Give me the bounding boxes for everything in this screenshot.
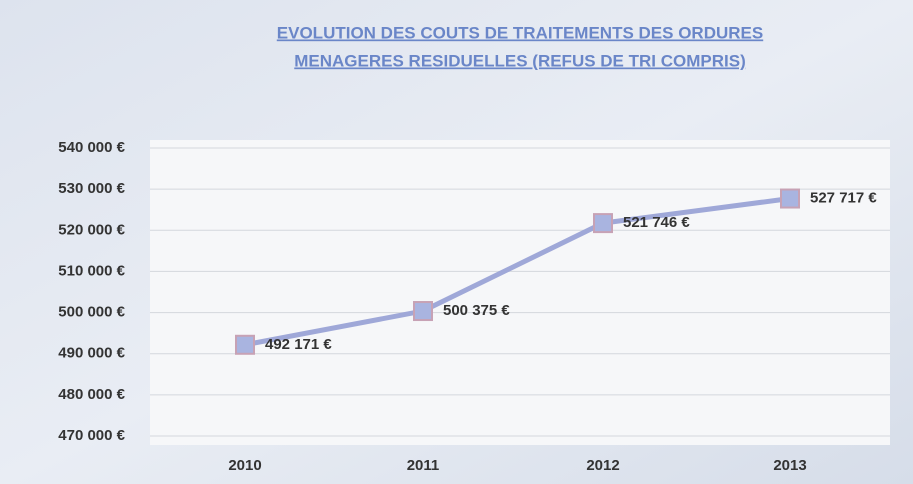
data-label: 521 746 € <box>623 214 690 231</box>
marker <box>593 213 613 234</box>
y-tick-label: 530 000 € <box>58 180 125 197</box>
marker <box>235 334 255 355</box>
x-tick-label: 2011 <box>407 457 440 474</box>
marker <box>413 301 433 322</box>
y-tick-label: 500 000 € <box>58 304 125 321</box>
y-tick-label: 540 000 € <box>58 139 125 156</box>
x-tick-label: 2012 <box>586 457 619 474</box>
data-label: 527 717 € <box>810 190 877 207</box>
x-tick-label: 2010 <box>228 457 261 474</box>
data-line <box>244 196 791 348</box>
y-tick-label: 470 000 € <box>58 427 125 444</box>
x-tick-label: 2013 <box>773 457 806 474</box>
y-tick-label: 480 000 € <box>58 386 125 403</box>
chart-title: EVOLUTION DES COUTS DE TRAITEMENTS DES O… <box>277 23 763 42</box>
y-tick-label: 520 000 € <box>58 221 125 238</box>
y-tick-label: 510 000 € <box>58 262 125 279</box>
data-label: 492 171 € <box>265 336 332 353</box>
plot-area <box>150 140 890 445</box>
chart-title: MENAGERES RESIDUELLES (REFUS DE TRI COMP… <box>294 51 745 70</box>
y-tick-label: 490 000 € <box>58 345 125 362</box>
data-label: 500 375 € <box>443 302 510 319</box>
marker <box>780 188 800 209</box>
